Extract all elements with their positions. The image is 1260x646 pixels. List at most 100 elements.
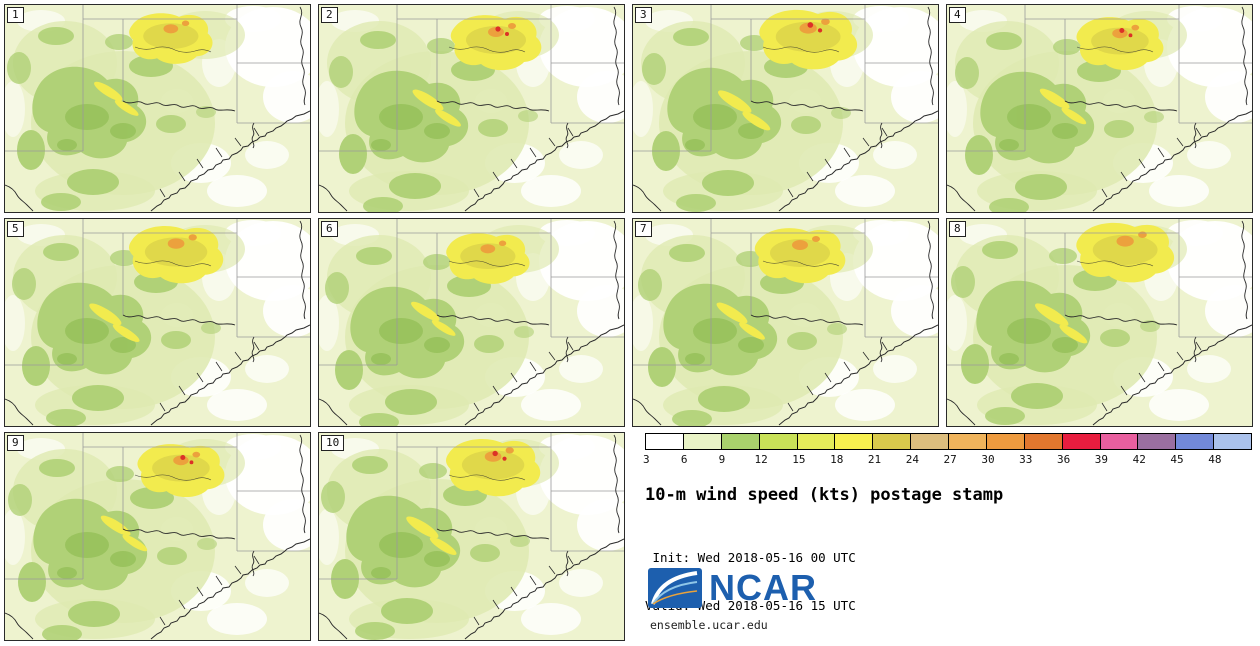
panel-number: 9 [7,435,24,451]
darker-green-shading [371,318,450,365]
colorbar-tick: 21 [867,453,882,466]
darker-green-shading [57,532,136,579]
rivers-and-coastline [319,6,624,212]
orange-wind-core [480,240,507,254]
colorbar-tick: 39 [1094,453,1109,466]
red-wind-core [492,450,507,461]
wind-speed-map [5,219,310,426]
orange-wind-core [792,236,820,250]
colorbar-tick: 15 [792,453,806,466]
map-panel-1: 1 [4,4,311,213]
colorbar-tick: 24 [905,453,919,466]
wind-speed-map [319,5,624,212]
colorbar-tick: 30 [981,453,995,466]
state-borders [319,433,624,580]
map-panel-7: 7 [632,218,939,427]
colorbar-segment [682,434,721,449]
wind-speed-map [633,219,938,426]
high-wind-maximum [717,9,858,131]
rivers-and-coastline [633,6,938,212]
high-wind-maximum [94,13,213,116]
panel-number: 3 [635,7,652,23]
wind-speed-map [633,5,938,212]
darker-green-shading [999,318,1078,365]
colorbar-segment [1175,434,1214,449]
state-borders [947,5,1252,152]
colorbar-segment [985,434,1024,449]
red-wind-core [180,455,194,465]
colorbar-tick: 3 [643,453,650,466]
darker-green-shading [685,104,764,151]
red-wind-core [807,22,823,33]
state-borders [5,5,310,152]
panel-number: 10 [321,435,345,451]
darker-green-shading [371,532,450,579]
high-wind-maximum [1039,17,1164,125]
colorbar-segment [758,434,797,449]
colorbar-segment [646,434,683,449]
colorbar-segment [1099,434,1138,449]
wind-speed-map [5,5,310,212]
colorbar-segment [796,434,835,449]
colorbar-segment [1213,434,1251,449]
legend-block: 3 6 9 12 15 18 21 24 27 30 33 36 39 42 45 48 10-m wind … [643,433,1252,646]
darker-green-shading [999,104,1078,151]
colorbar-tick: 48 [1208,453,1222,466]
map-panel-5: 5 [4,218,311,427]
colorbar-tick: 42 [1132,453,1146,466]
map-panel-9: 9 [4,432,311,641]
wind-speed-map [319,219,624,426]
panel-number: 1 [7,7,24,23]
colorbar-segment [948,434,986,449]
high-wind-maximum [716,228,846,340]
rivers-and-coastline [5,434,310,640]
low-wind-areas [633,6,938,207]
high-wind-maximum [406,439,541,556]
ncar-logo-text: NCAR [709,567,817,608]
colorbar-segment [834,434,873,449]
colorbar-tick: 36 [1056,453,1071,466]
site-url: ensemble.ucar.edu [650,618,768,632]
colorbar-tick: 9 [718,453,726,466]
state-borders [633,219,938,366]
colorbar-tick: 45 [1170,453,1184,466]
wind-speed-map [947,219,1252,426]
orange-wind-core [163,20,190,34]
red-wind-core [1119,28,1133,38]
ncar-logo-icon [648,568,702,608]
rivers-and-coastline [633,220,938,426]
colorbar-segment [720,434,759,449]
colorbar-tick: 33 [1019,453,1033,466]
init-time-label: Init: Wed 2018-05-16 00 UTC [645,550,856,565]
colorbar-segment [872,434,911,449]
rivers-and-coastline [319,220,624,426]
panel-number: 5 [7,221,24,237]
wind-speed-colorbar [645,433,1252,450]
high-wind-maximum [1034,222,1175,344]
panel-number: 4 [949,7,966,23]
colorbar-tick: 6 [680,453,688,466]
map-panel-4: 4 [946,4,1253,213]
map-panel-6: 6 [318,218,625,427]
colorbar-tick: 18 [830,453,844,466]
panel-number: 8 [949,221,966,237]
colorbar-tick: 27 [943,453,957,466]
high-wind-maximum [89,226,224,343]
rivers-and-coastline [5,6,310,212]
colorbar-segment [1061,434,1100,449]
wind-speed-map [319,433,624,640]
red-wind-core [495,26,509,36]
ncar-logo: NCAR [648,568,817,608]
high-wind-maximum [411,233,530,336]
map-panel-2: 2 [318,4,625,213]
map-panel-8: 8 [946,218,1253,427]
state-borders [5,433,310,580]
darker-green-shading [371,104,450,151]
rivers-and-coastline [947,220,1252,426]
high-wind-maximum [100,444,225,552]
colorbar-segment [1023,434,1062,449]
state-borders [947,219,1252,366]
wind-speed-map [5,433,310,640]
plot-title: 10-m wind speed (kts) postage stamp [645,485,1004,505]
